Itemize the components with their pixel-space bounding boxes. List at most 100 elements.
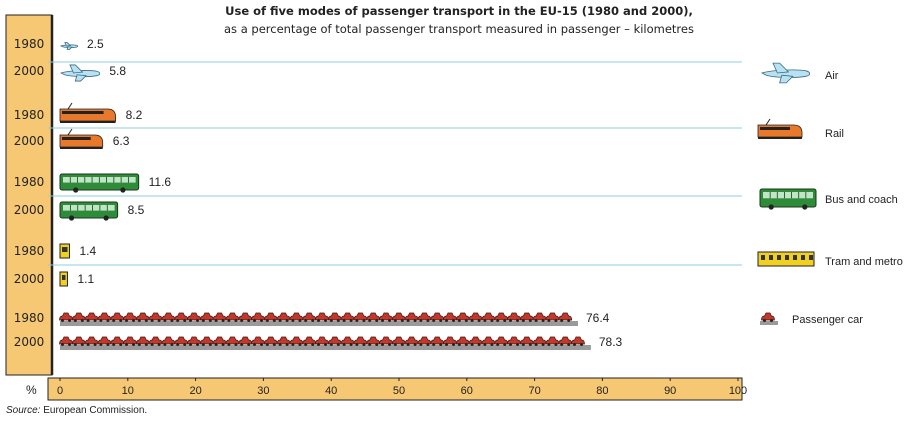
car-body: [123, 312, 137, 321]
car-body: [199, 312, 214, 321]
car-wheel: [80, 319, 84, 322]
car-body: [507, 336, 521, 345]
car-wheel: [234, 319, 238, 322]
car-body: [263, 312, 278, 321]
car-wheel: [112, 343, 116, 346]
car-body: [225, 336, 240, 345]
car-body: [315, 312, 329, 321]
car-wheel: [324, 319, 327, 322]
car-body: [455, 312, 470, 321]
car-wheel: [534, 319, 538, 322]
car-wheel: [221, 343, 225, 346]
car-body: [353, 312, 368, 321]
car-body: [379, 312, 393, 321]
legend-label: Bus and coach: [825, 194, 898, 206]
car-wheel: [93, 319, 97, 322]
car-wheel: [68, 319, 71, 322]
car-wheel: [439, 319, 443, 322]
car-wheel: [381, 343, 384, 346]
car-wheel: [464, 343, 468, 346]
train-body: [59, 108, 116, 122]
car-body: [84, 336, 99, 345]
car-wheel: [68, 343, 71, 346]
car-wheel: [355, 343, 359, 346]
car-body: [302, 336, 317, 345]
x-tick-label: 100: [729, 385, 747, 397]
car-wheel: [547, 343, 551, 346]
car-wheel: [406, 319, 410, 322]
car-wheel: [362, 343, 366, 346]
x-tick-label: 60: [461, 385, 473, 397]
bus-wheel: [68, 215, 75, 221]
car-wheel: [336, 343, 340, 346]
car-wheel: [311, 343, 315, 346]
legend-label: Tram and metro: [825, 256, 903, 268]
car-wheel: [132, 343, 135, 346]
car-wheel: [208, 319, 212, 322]
car-body: [481, 312, 496, 321]
car-wheel: [163, 343, 167, 346]
car-wheel: [317, 319, 320, 322]
car-wheel: [393, 343, 397, 346]
car-wheel: [329, 319, 333, 322]
car-wheel: [183, 343, 187, 346]
car-body: [123, 336, 137, 345]
x-tick-label: 70: [528, 385, 540, 397]
car-body: [366, 336, 381, 345]
car-wheel: [214, 319, 218, 322]
source-text: European Commission.: [40, 405, 148, 416]
data-label: 8.2: [126, 108, 143, 122]
group-rail: 1980 8.2 2000 6.3: [14, 102, 143, 149]
x-tick-label: 20: [189, 385, 201, 397]
car-body: [225, 312, 240, 321]
car-body: [84, 312, 99, 321]
car-wheel: [516, 343, 519, 346]
car-body: [238, 336, 253, 345]
car-wheel: [419, 319, 423, 322]
car-wheel: [763, 319, 766, 322]
car-wheel: [240, 319, 244, 322]
car-wheel: [227, 319, 231, 322]
car-wheel: [329, 343, 333, 346]
car-body: [532, 312, 547, 321]
car-wheel: [61, 319, 64, 322]
legend-label: Passenger car: [792, 314, 863, 326]
bus-wheel: [120, 187, 126, 193]
group-tram: 1980 1.4 2000 1.1: [14, 243, 96, 287]
car-wheel: [285, 343, 289, 346]
car-wheel: [432, 319, 436, 322]
car-wheel: [99, 319, 103, 322]
car-wheel: [554, 319, 558, 322]
legend-rail: Rail: [757, 118, 844, 140]
car-wheel: [208, 343, 212, 346]
car-wheel: [388, 319, 391, 322]
car-wheel: [137, 319, 141, 322]
car-wheel: [452, 319, 455, 322]
year-label: 2000: [14, 134, 45, 148]
car-wheel: [516, 319, 519, 322]
car-wheel: [342, 319, 346, 322]
x-tick-label: 30: [257, 385, 269, 397]
car-body: [276, 312, 291, 321]
data-label: 2.5: [87, 37, 104, 51]
bus-wheel: [103, 215, 109, 221]
data-label: 78.3: [599, 335, 623, 349]
car-body: [404, 312, 419, 321]
bus-window-strip: [63, 205, 115, 211]
car-shadow: [60, 345, 591, 350]
car-wheel: [496, 343, 500, 346]
car-wheel: [375, 343, 379, 346]
car-wheel: [452, 343, 455, 346]
car-body: [532, 336, 547, 345]
car-wheel: [253, 343, 256, 346]
car-body: [71, 312, 86, 321]
chart-subtitle: as a percentage of total passenger trans…: [224, 22, 694, 36]
car-body: [327, 336, 342, 345]
car-wheel: [567, 343, 571, 346]
car-body: [161, 312, 176, 321]
train-base: [758, 137, 802, 139]
car-wheel: [381, 319, 384, 322]
car-wheel: [80, 343, 84, 346]
car-wheel: [439, 343, 443, 346]
legend-label: Air: [825, 70, 839, 82]
